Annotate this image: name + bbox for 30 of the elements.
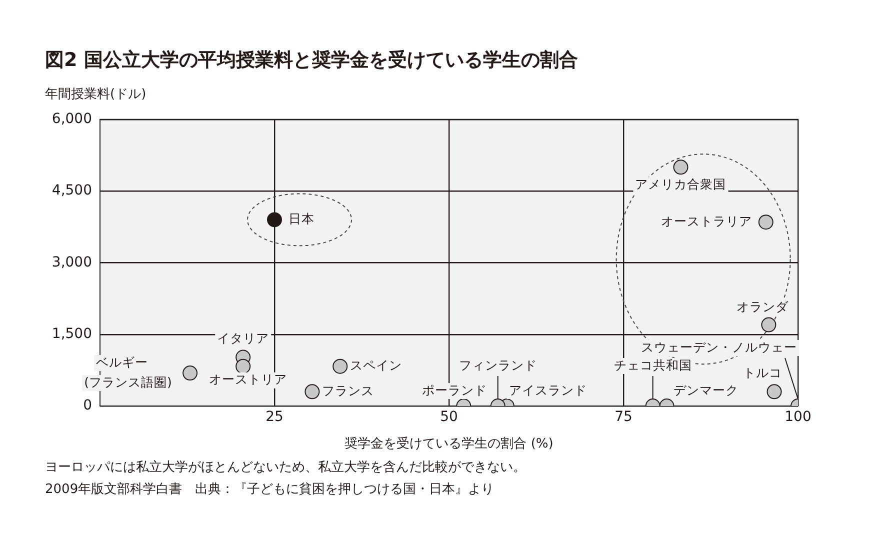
- annotation: オランダ: [736, 299, 790, 314]
- y-tick-label: 6,000: [52, 111, 92, 128]
- x-tick-label: 25: [266, 409, 284, 426]
- y-tick-label: 0: [83, 398, 92, 414]
- annotation: アメリカ合衆国: [635, 176, 726, 192]
- y-tick-label: 3,000: [52, 254, 92, 270]
- y-axis-title: 年間授業料(ドル): [45, 86, 148, 103]
- annotation: 日本: [288, 210, 314, 226]
- annotation: フィンランド: [458, 357, 537, 372]
- x-tick-label: 50: [440, 409, 458, 426]
- text: ヨーロッパには私立大学がほとんどないため、私立大学を含んだ比較ができない。: [45, 459, 527, 476]
- annotation: フランス: [322, 382, 374, 398]
- annotation: トルコ: [742, 364, 782, 380]
- annotation: オーストリア: [209, 372, 288, 387]
- annotation: イタリア: [217, 330, 270, 346]
- annotation: ベルギー (フランス語圏): [84, 354, 172, 390]
- annotation: デンマーク: [673, 382, 738, 398]
- x-tick-label: 75: [614, 409, 632, 426]
- annotation: スウェーデン・ノルウェー: [641, 339, 797, 354]
- x-tick-label: 100: [784, 409, 812, 426]
- annotation: アイスランド: [508, 382, 587, 398]
- annotation: スペイン: [350, 358, 402, 373]
- y-tick-label: 1,500: [52, 326, 92, 342]
- chart-title: 図2 国公立大学の平均授業料と奨学金を受けている学生の割合: [45, 48, 579, 73]
- annotation: ポーランド: [422, 382, 488, 398]
- x-axis-title: 奨学金を受けている学生の割合 (%): [344, 436, 554, 452]
- text: 2009年版文部科学白書 出典：『子どもに貧困を押しつける国・日本』より: [45, 481, 496, 498]
- annotation: チェコ共和国: [614, 357, 692, 372]
- y-tick-label: 4,500: [52, 182, 92, 199]
- annotation: オーストラリア: [660, 213, 752, 228]
